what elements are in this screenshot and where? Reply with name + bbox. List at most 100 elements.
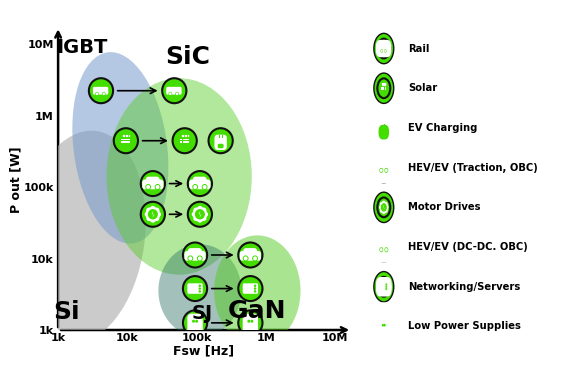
- FancyBboxPatch shape: [376, 279, 392, 294]
- FancyBboxPatch shape: [187, 284, 203, 288]
- Circle shape: [183, 243, 207, 267]
- Bar: [127, 139, 130, 140]
- FancyBboxPatch shape: [371, 153, 397, 183]
- Circle shape: [382, 324, 383, 326]
- Circle shape: [238, 243, 263, 267]
- Circle shape: [183, 276, 207, 301]
- Circle shape: [253, 256, 257, 261]
- Text: Low Power Supplies: Low Power Supplies: [408, 321, 521, 332]
- Circle shape: [173, 128, 197, 153]
- Circle shape: [374, 153, 394, 183]
- Circle shape: [147, 186, 149, 188]
- Circle shape: [377, 78, 390, 98]
- Circle shape: [198, 256, 202, 261]
- FancyBboxPatch shape: [243, 289, 258, 294]
- Circle shape: [188, 256, 192, 261]
- Bar: [385, 87, 386, 88]
- Text: Rail: Rail: [408, 44, 429, 54]
- Circle shape: [382, 204, 386, 211]
- Circle shape: [198, 207, 202, 210]
- Circle shape: [384, 324, 385, 326]
- Circle shape: [162, 78, 187, 103]
- Circle shape: [103, 93, 105, 94]
- Text: Solar: Solar: [408, 83, 437, 93]
- Circle shape: [377, 316, 390, 336]
- Text: Networking/Servers: Networking/Servers: [408, 282, 521, 292]
- Bar: [381, 88, 382, 90]
- Circle shape: [381, 249, 382, 251]
- FancyBboxPatch shape: [146, 177, 160, 186]
- Circle shape: [146, 185, 150, 189]
- Circle shape: [203, 209, 206, 212]
- Circle shape: [374, 33, 394, 64]
- FancyBboxPatch shape: [94, 88, 99, 92]
- FancyBboxPatch shape: [193, 177, 207, 186]
- Polygon shape: [383, 205, 385, 210]
- Circle shape: [89, 78, 113, 103]
- Circle shape: [380, 168, 382, 172]
- Bar: [385, 88, 386, 90]
- Circle shape: [194, 186, 196, 188]
- FancyBboxPatch shape: [240, 251, 261, 261]
- Circle shape: [141, 171, 165, 196]
- Ellipse shape: [106, 78, 252, 274]
- Circle shape: [96, 93, 98, 94]
- Circle shape: [156, 209, 159, 212]
- Ellipse shape: [159, 244, 241, 337]
- FancyBboxPatch shape: [371, 109, 396, 149]
- Circle shape: [383, 211, 385, 213]
- Text: IGBT: IGBT: [56, 38, 108, 57]
- Text: Motor Drives: Motor Drives: [408, 202, 480, 212]
- Polygon shape: [152, 211, 155, 218]
- FancyBboxPatch shape: [372, 230, 394, 260]
- Circle shape: [254, 288, 256, 289]
- Circle shape: [203, 186, 206, 188]
- Circle shape: [189, 257, 192, 260]
- Circle shape: [194, 209, 198, 212]
- Bar: [124, 139, 127, 140]
- Polygon shape: [199, 211, 202, 218]
- Circle shape: [243, 256, 248, 261]
- FancyBboxPatch shape: [184, 251, 206, 261]
- FancyBboxPatch shape: [218, 144, 224, 148]
- Circle shape: [383, 201, 385, 204]
- Circle shape: [114, 128, 138, 153]
- Text: EV Charging: EV Charging: [408, 123, 478, 133]
- Circle shape: [157, 213, 160, 216]
- Circle shape: [176, 93, 178, 95]
- Circle shape: [199, 257, 201, 260]
- Circle shape: [147, 217, 150, 220]
- Bar: [249, 316, 252, 318]
- Circle shape: [96, 93, 98, 95]
- Bar: [180, 141, 182, 143]
- Circle shape: [254, 285, 256, 286]
- Circle shape: [149, 210, 157, 219]
- FancyBboxPatch shape: [93, 87, 108, 94]
- Circle shape: [238, 276, 263, 301]
- Circle shape: [254, 291, 256, 292]
- Circle shape: [103, 93, 105, 95]
- Bar: [381, 87, 382, 88]
- FancyBboxPatch shape: [187, 286, 203, 291]
- Circle shape: [196, 210, 204, 219]
- Circle shape: [254, 257, 256, 260]
- Circle shape: [156, 186, 159, 188]
- Circle shape: [374, 192, 394, 222]
- Circle shape: [196, 320, 198, 322]
- FancyBboxPatch shape: [187, 289, 203, 294]
- Bar: [384, 124, 385, 126]
- Circle shape: [377, 237, 390, 257]
- Circle shape: [193, 320, 194, 322]
- Bar: [221, 135, 223, 138]
- Ellipse shape: [72, 52, 168, 244]
- Circle shape: [374, 232, 394, 262]
- Circle shape: [202, 185, 207, 189]
- Circle shape: [386, 249, 387, 251]
- Circle shape: [385, 202, 387, 205]
- FancyBboxPatch shape: [378, 43, 385, 52]
- Circle shape: [386, 170, 387, 171]
- FancyBboxPatch shape: [371, 232, 397, 263]
- Circle shape: [381, 170, 382, 171]
- Bar: [127, 141, 130, 143]
- FancyBboxPatch shape: [214, 135, 227, 150]
